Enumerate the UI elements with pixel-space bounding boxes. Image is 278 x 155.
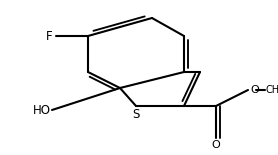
Text: F: F bbox=[46, 29, 52, 42]
Text: CH₃: CH₃ bbox=[266, 85, 278, 95]
Text: HO: HO bbox=[33, 104, 51, 117]
Text: O: O bbox=[250, 85, 259, 95]
Text: S: S bbox=[132, 108, 140, 120]
Text: O: O bbox=[212, 140, 220, 150]
